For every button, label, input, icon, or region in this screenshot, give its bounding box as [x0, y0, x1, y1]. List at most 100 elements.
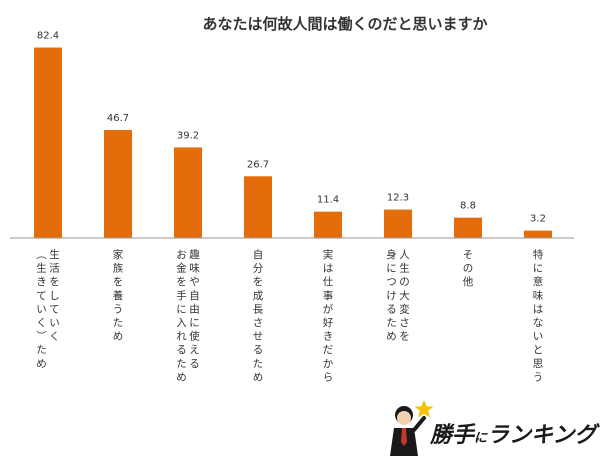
category-char: 味 [189, 263, 200, 275]
category-char: 思 [533, 358, 544, 370]
category-char: 成 [253, 290, 264, 302]
category-char: つ [386, 276, 397, 288]
category-char: 特 [533, 249, 544, 261]
category-char: 由 [189, 302, 200, 315]
category-char: に [386, 263, 397, 275]
category-char: 好 [323, 317, 334, 329]
category-char: 他 [463, 275, 474, 288]
category-char: う [533, 371, 544, 383]
category-char: し [49, 290, 60, 302]
category-char: は [323, 263, 334, 275]
bar-3 [244, 176, 272, 238]
category-char: る [189, 358, 200, 370]
bar-7 [524, 230, 552, 238]
category-char: を [49, 276, 60, 288]
value-label-6: 8.8 [460, 201, 476, 212]
value-label-1: 46.7 [107, 113, 129, 124]
category-char: く [36, 317, 47, 329]
bar-6 [454, 217, 482, 238]
value-label-3: 26.7 [247, 159, 269, 170]
category-char: だ [323, 344, 334, 356]
category-char: い [533, 331, 544, 343]
category-char: そ [463, 249, 474, 261]
category-char: を [399, 331, 410, 343]
category-char: を [176, 276, 187, 288]
category-char: た [36, 344, 47, 356]
category-char: ら [323, 371, 334, 383]
category-char: 使 [189, 330, 200, 343]
category-char: 生 [36, 262, 47, 275]
category-char: た [253, 358, 264, 370]
bar-2 [174, 147, 202, 238]
bar-1 [104, 130, 132, 238]
category-char: の [463, 263, 474, 275]
bar-5 [384, 209, 412, 238]
category-char: け [386, 290, 397, 302]
category-char: る [176, 344, 187, 356]
category-char: め [176, 371, 187, 383]
category-char: と [533, 344, 544, 356]
category-char: き [36, 276, 47, 288]
category-char: せ [253, 331, 264, 343]
category-char: な [533, 317, 544, 329]
value-label-4: 11.4 [317, 195, 339, 206]
category-char: い [36, 303, 47, 315]
category-char: 入 [176, 317, 187, 329]
category-char: 活 [49, 263, 60, 275]
category-char: た [176, 358, 187, 370]
category-char: 味 [533, 290, 544, 302]
category-char: き [323, 331, 334, 343]
category-char: 大 [399, 289, 410, 302]
category-char: に [189, 317, 200, 329]
category-char: 自 [189, 289, 200, 302]
category-char: て [49, 303, 60, 315]
brand-text-tail: ランキング [487, 423, 600, 448]
category-char: め [253, 371, 264, 383]
brand-logo: 勝手にランキング [390, 400, 600, 456]
category-char: 生 [49, 248, 60, 261]
category-char: ︵ [36, 249, 47, 261]
value-label-0: 82.4 [37, 31, 59, 42]
category-char: 意 [533, 275, 544, 288]
category-char: を [113, 276, 124, 288]
value-label-7: 3.2 [530, 214, 546, 225]
category-char: め [386, 331, 397, 343]
category-char: 身 [386, 248, 397, 261]
category-char: う [113, 303, 124, 315]
value-labels-group: 82.4 46.7 39.2 26.7 11.4 12.3 8.8 3.2 [37, 31, 546, 225]
category-char: た [113, 317, 124, 329]
category-char: さ [253, 317, 264, 329]
category-char: は [533, 303, 544, 315]
category-char: や [189, 276, 200, 288]
svg-text:勝手にランキング: 勝手にランキング [430, 423, 600, 448]
star-icon [414, 400, 434, 418]
category-char: る [386, 303, 397, 315]
category-char: く [49, 331, 60, 343]
category-char: め [113, 331, 124, 343]
category-char: て [36, 290, 47, 302]
category-char: 家 [113, 248, 124, 261]
category-char: 長 [253, 303, 264, 315]
category-char: お [176, 249, 187, 261]
category-char: た [386, 317, 397, 329]
brand-text-main: 勝手 [430, 423, 476, 448]
category-char: い [49, 317, 60, 329]
category-char: る [253, 344, 264, 356]
category-char: が [323, 302, 334, 315]
category-char: 変 [399, 302, 410, 315]
businessman-mascot-icon [390, 400, 434, 456]
category-char: 手 [176, 289, 187, 302]
category-char: 実 [323, 248, 334, 261]
category-char: 養 [113, 289, 124, 302]
category-char: 自 [253, 248, 264, 261]
category-char: 族 [113, 262, 124, 275]
category-char: に [533, 263, 544, 275]
chart-title: あなたは何故人間は働くのだと思いますか [202, 15, 487, 33]
